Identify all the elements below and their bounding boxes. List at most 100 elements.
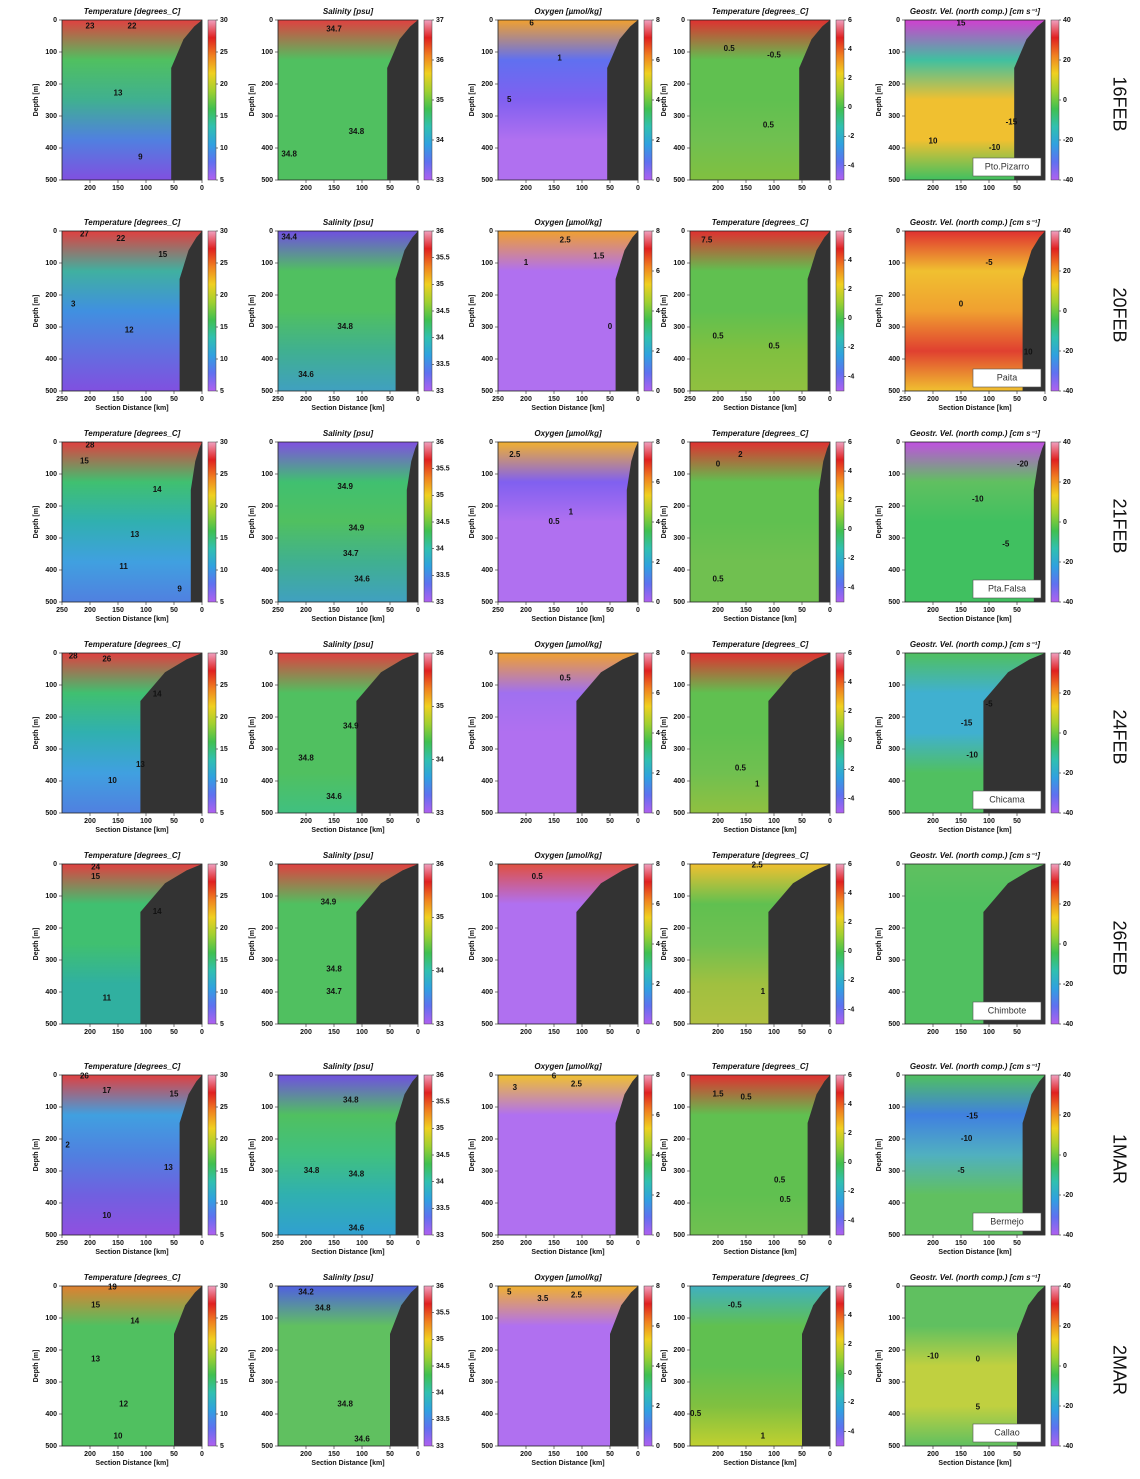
y-tick-label: 500 bbox=[45, 388, 57, 395]
y-axis-label: Depth [m] bbox=[249, 84, 256, 117]
colorbar-tick-label: 4 bbox=[848, 1312, 852, 1319]
colorbar-tick-label: 35 bbox=[436, 281, 444, 288]
contour-label: 9 bbox=[177, 584, 182, 593]
colorbar bbox=[835, 863, 845, 1025]
contour-label: 15 bbox=[957, 18, 966, 27]
colorbar-tick-label: 20 bbox=[220, 1136, 228, 1143]
colorbar-tick-label: 8 bbox=[656, 861, 660, 868]
y-tick-label: 100 bbox=[45, 471, 57, 478]
x-tick-label: 50 bbox=[606, 1240, 614, 1247]
colorbar-tick-label: 30 bbox=[220, 228, 228, 235]
contour-label: 28 bbox=[69, 651, 78, 660]
colorbar bbox=[1050, 230, 1060, 392]
y-tick-label: 300 bbox=[888, 957, 900, 964]
panel-title: Temperature [degrees_C] bbox=[84, 429, 181, 438]
x-tick-label: 250 bbox=[492, 1240, 504, 1247]
land bbox=[140, 653, 202, 813]
contour-label: 0.5 bbox=[712, 575, 724, 584]
colorbar-tick-label: 10 bbox=[220, 1411, 228, 1418]
colorbar bbox=[423, 1285, 433, 1447]
y-tick-label: 100 bbox=[888, 1104, 900, 1111]
x-tick-label: 150 bbox=[740, 1240, 752, 1247]
y-tick-label: 0 bbox=[53, 1283, 57, 1290]
field bbox=[277, 230, 419, 392]
y-tick-label: 0 bbox=[681, 228, 685, 235]
contour-label: 2.5 bbox=[571, 1291, 583, 1300]
y-tick-label: 300 bbox=[888, 1168, 900, 1175]
colorbar-tick-label: 40 bbox=[1063, 650, 1071, 657]
y-tick-label: 0 bbox=[53, 650, 57, 657]
colorbar-tick-label: 15 bbox=[220, 1379, 228, 1386]
y-tick-label: 0 bbox=[681, 439, 685, 446]
contour-label: 34.8 bbox=[337, 1400, 353, 1409]
land bbox=[140, 864, 202, 1024]
colorbar-tick-label: 0 bbox=[656, 1232, 660, 1239]
y-tick-label: 400 bbox=[45, 989, 57, 996]
panel-title: Temperature [degrees_C] bbox=[84, 640, 181, 649]
contour-label: 34.6 bbox=[354, 1435, 370, 1444]
x-tick-label: 250 bbox=[56, 1240, 68, 1247]
x-tick-label: 150 bbox=[548, 396, 560, 403]
colorbar-tick-label: 30 bbox=[220, 1072, 228, 1079]
y-tick-label: 200 bbox=[261, 925, 273, 932]
colorbar-tick-label: 35.5 bbox=[436, 255, 450, 262]
contour-label: 26 bbox=[80, 1072, 89, 1081]
land bbox=[615, 231, 638, 391]
colorbar-tick-label: 2 bbox=[656, 770, 660, 777]
colorbar-tick-label: 0 bbox=[848, 1159, 852, 1166]
y-tick-label: 0 bbox=[896, 650, 900, 657]
colorbar-tick-label: 20 bbox=[220, 503, 228, 510]
colorbar-tick-label: 20 bbox=[1063, 1112, 1071, 1119]
x-tick-label: 50 bbox=[1013, 607, 1021, 614]
y-tick-label: 400 bbox=[261, 778, 273, 785]
x-tick-label: 100 bbox=[140, 1451, 152, 1458]
x-tick-label: 100 bbox=[140, 185, 152, 192]
colorbar-tick-label: 5 bbox=[220, 177, 224, 184]
contour-label: -15 bbox=[961, 719, 973, 728]
colorbar-tick-label: 0 bbox=[1063, 1363, 1067, 1370]
x-tick-label: 150 bbox=[955, 1029, 967, 1036]
contour-label: 0.5 bbox=[780, 1195, 792, 1204]
x-tick-label: 150 bbox=[328, 1029, 340, 1036]
colorbar-tick-label: 0 bbox=[848, 104, 852, 111]
y-tick-label: 0 bbox=[489, 17, 493, 24]
y-tick-label: 400 bbox=[261, 1411, 273, 1418]
y-axis-label: Depth [m] bbox=[661, 1139, 668, 1172]
x-tick-label: 200 bbox=[712, 607, 724, 614]
y-tick-label: 0 bbox=[269, 1283, 273, 1290]
x-tick-label: 150 bbox=[112, 818, 124, 825]
x-tick-label: 100 bbox=[356, 1240, 368, 1247]
colorbar-tick-label: 6 bbox=[656, 1112, 660, 1119]
colorbar-tick-label: 0 bbox=[656, 388, 660, 395]
colorbar-tick-label: -40 bbox=[1063, 810, 1073, 817]
land bbox=[179, 1075, 202, 1235]
contour-label: 34.8 bbox=[298, 754, 314, 763]
y-tick-label: 0 bbox=[896, 17, 900, 24]
y-tick-label: 300 bbox=[673, 957, 685, 964]
x-tick-label: 0 bbox=[200, 396, 204, 403]
y-tick-label: 200 bbox=[888, 925, 900, 932]
x-axis-label: Section Distance [km] bbox=[95, 405, 168, 412]
y-tick-label: 300 bbox=[481, 535, 493, 542]
contour-label: 0.5 bbox=[724, 44, 736, 53]
x-tick-label: 0 bbox=[828, 607, 832, 614]
y-tick-label: 200 bbox=[45, 1136, 57, 1143]
colorbar bbox=[643, 19, 653, 181]
x-tick-label: 50 bbox=[798, 396, 806, 403]
y-tick-label: 0 bbox=[681, 17, 685, 24]
y-axis-label: Depth [m] bbox=[469, 295, 476, 328]
y-tick-label: 200 bbox=[673, 292, 685, 299]
colorbar bbox=[207, 1285, 217, 1447]
x-tick-label: 150 bbox=[548, 818, 560, 825]
x-tick-label: 50 bbox=[170, 396, 178, 403]
row-label: 2MAR bbox=[1109, 1345, 1129, 1395]
contour-label: 34.8 bbox=[281, 150, 297, 159]
y-tick-label: 400 bbox=[888, 567, 900, 574]
colorbar-tick-label: 2 bbox=[656, 137, 660, 144]
x-tick-label: 50 bbox=[798, 185, 806, 192]
y-tick-label: 300 bbox=[45, 957, 57, 964]
x-tick-label: 0 bbox=[416, 396, 420, 403]
y-tick-label: 0 bbox=[489, 228, 493, 235]
contour-label: 34.9 bbox=[343, 722, 359, 731]
